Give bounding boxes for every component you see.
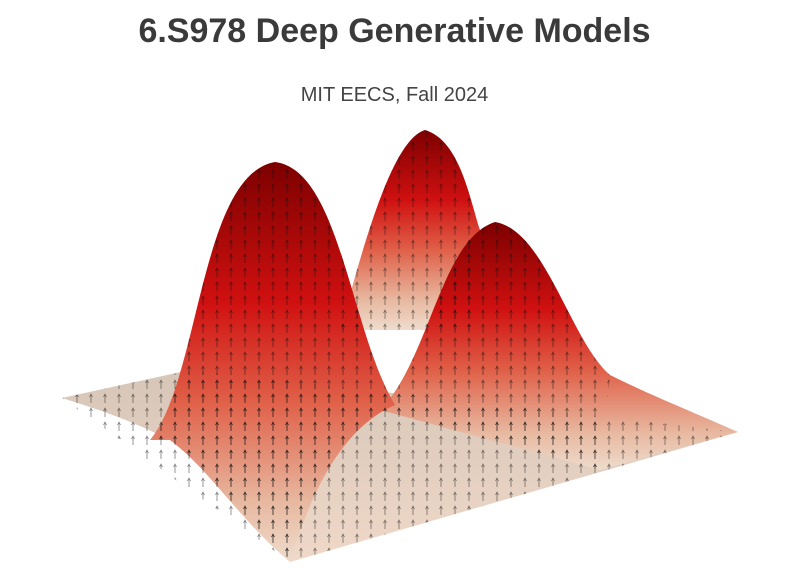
surface (62, 130, 738, 562)
course-subtitle: MIT EECS, Fall 2024 (300, 84, 489, 106)
surface-illustration (62, 130, 738, 562)
course-title: 6.S978 Deep Generative Models (138, 12, 651, 50)
